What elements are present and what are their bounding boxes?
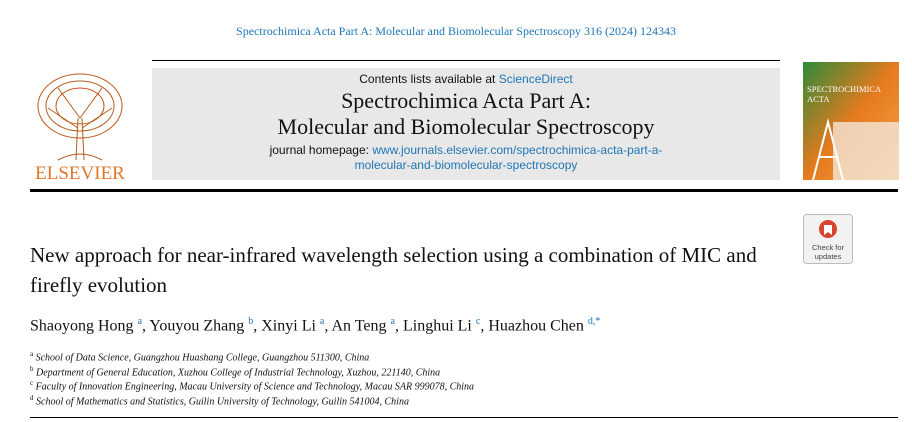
journal-box: Contents lists available at ScienceDirec… <box>152 68 780 180</box>
cover-title: ACTA <box>807 94 830 104</box>
sciencedirect-link[interactable]: ScienceDirect <box>498 72 573 86</box>
author-affiliation-mark[interactable]: a <box>137 316 143 327</box>
affiliation: b Department of General Education, Xuzho… <box>30 365 440 378</box>
publisher: ELSEVIER <box>35 163 125 184</box>
journal-title: Spectrochimica Acta Part A: Molecular an… <box>152 88 780 140</box>
author-name: Shaoyong Hong <box>30 317 134 335</box>
authors: Shaoyong Hong a, Youyou Zhang b, Xinyi L… <box>30 316 601 335</box>
author-affiliation-mark[interactable]: b <box>248 316 254 327</box>
author-name: Xinyi Li <box>261 317 316 335</box>
citation[interactable]: Spectrochimica Acta Part A: Molecular an… <box>236 24 676 38</box>
affiliation-text: School of Data Science, Guangzhou Huasha… <box>35 352 370 364</box>
affiliation: c Faculty of Innovation Engineering, Mac… <box>30 379 474 392</box>
author-affiliation-mark[interactable]: a <box>319 316 325 327</box>
bottom-rule <box>30 417 898 418</box>
contents-prefix: Contents lists available at <box>359 72 496 86</box>
article-title: New approach for near-infrared wavelengt… <box>30 243 757 297</box>
badge-text: Check for <box>812 243 845 252</box>
affiliation-mark: d <box>30 393 34 402</box>
elsevier-logo: ELSEVIER <box>35 73 125 184</box>
author-name: An Teng <box>331 317 387 335</box>
author-name: Huazhou Chen <box>488 317 584 335</box>
affiliation-text: School of Mathematics and Statistics, Gu… <box>36 395 409 407</box>
homepage-prefix: journal homepage: <box>269 143 369 157</box>
author-affiliation-mark[interactable]: a <box>390 316 395 327</box>
top-rule <box>152 60 780 61</box>
author-name: Youyou Zhang <box>149 317 245 335</box>
badge-text: updates <box>815 252 842 261</box>
check-updates-badge[interactable]: Check for updates <box>803 214 853 264</box>
affiliation-text: Faculty of Innovation Engineering, Macau… <box>35 381 475 393</box>
author-name: Linghui Li <box>402 317 472 335</box>
affiliation: d School of Mathematics and Statistics, … <box>30 394 409 407</box>
journal-title-line: Molecular and Biomolecular Spectroscopy <box>277 114 655 139</box>
affiliation-text: Department of General Education, Xuzhou … <box>36 366 441 378</box>
header-rule <box>30 189 898 192</box>
journal-title-line: Spectrochimica Acta Part A: <box>341 88 591 113</box>
affiliation-mark: b <box>30 364 34 373</box>
homepage-url[interactable]: molecular-and-biomolecular-spectroscopy <box>354 158 578 172</box>
affiliation-mark: c <box>30 379 34 387</box>
cover-title: SPECTROCHIMICA <box>807 84 882 94</box>
homepage-url[interactable]: www.journals.elsevier.com/spectrochimica… <box>372 143 663 157</box>
author-affiliation-mark[interactable]: c <box>475 316 481 327</box>
author-affiliation-mark[interactable]: d,* <box>587 316 601 327</box>
affiliation-mark: a <box>30 350 34 358</box>
journal-cover: SPECTROCHIMICA ACTA <box>803 62 899 180</box>
affiliation: a School of Data Science, Guangzhou Huas… <box>30 350 369 363</box>
